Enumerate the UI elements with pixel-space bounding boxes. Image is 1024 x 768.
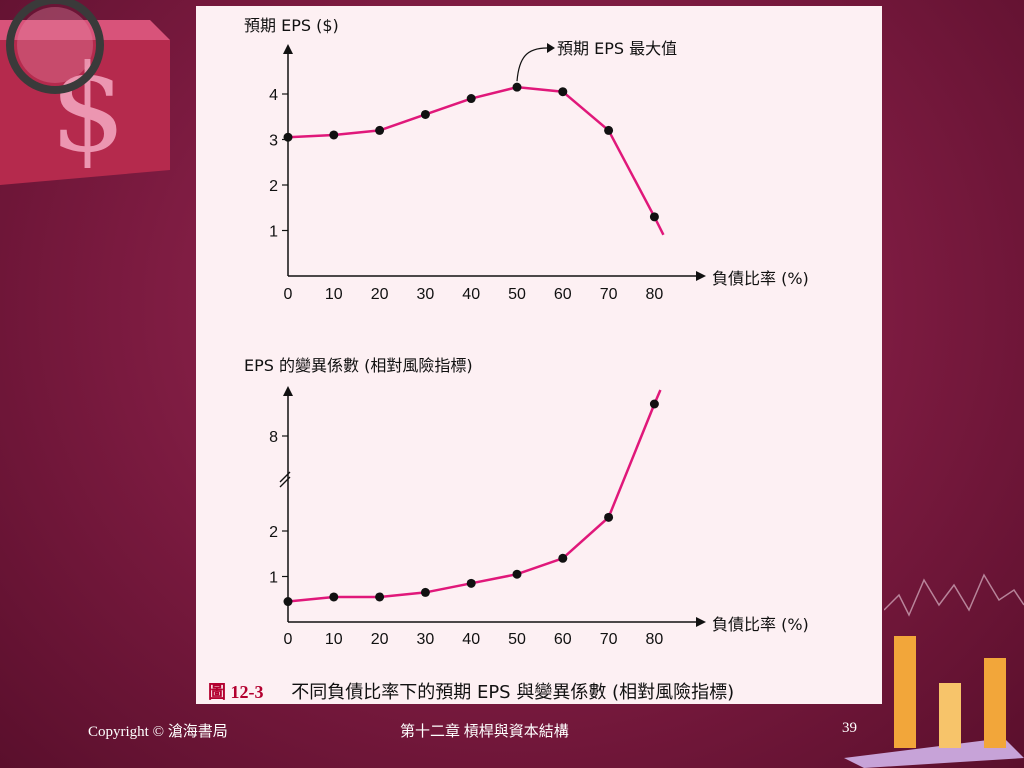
figure-caption: 圖 12-3 不同負債比率下的預期 EPS 與變異係數 (相對風險指標) xyxy=(208,678,734,704)
svg-text:$: $ xyxy=(50,40,126,179)
x-tick-label: 40 xyxy=(462,631,480,648)
footer-chapter: 第十二章 槓桿與資本結構 xyxy=(400,724,569,740)
y-tick-label: 2 xyxy=(269,178,278,195)
eps-point xyxy=(558,87,568,97)
figure-caption-text: 不同負債比率下的預期 EPS 與變異係數 (相對風險指標) xyxy=(291,682,735,703)
x-tick-label: 60 xyxy=(554,631,572,648)
y-tick-label: 3 xyxy=(269,133,278,150)
figure-panel: 預期 EPS ($) 負債比率 (%) 0 10 20 30 40 50 60 70 80 1 2 3 4 預… xyxy=(196,6,882,704)
x-tick-label: 50 xyxy=(508,631,526,648)
y-tick-label: 8 xyxy=(269,429,278,446)
max-annotation-leader xyxy=(516,47,548,82)
footer-copyright: Copyright © 滄海書局 xyxy=(88,724,228,740)
x-tick-label: 80 xyxy=(646,286,664,303)
figure-number: 圖 12-3 xyxy=(208,682,264,702)
x-axis-arrow xyxy=(696,271,706,281)
y-tick-label: 1 xyxy=(269,570,278,587)
y-tick-label: 4 xyxy=(269,87,278,104)
x-tick-label: 20 xyxy=(371,631,389,648)
cv-point xyxy=(649,399,659,409)
eps-point xyxy=(604,125,614,135)
x-tick-label: 50 xyxy=(508,286,526,303)
x-tick-label: 0 xyxy=(284,286,293,303)
eps-point xyxy=(649,212,659,222)
x-tick-label: 30 xyxy=(417,286,435,303)
max-annotation-arrow xyxy=(547,43,555,53)
x-axis-arrow xyxy=(696,617,706,627)
x-tick-label: 30 xyxy=(417,631,435,648)
eps-point xyxy=(420,109,430,119)
y-axis-arrow xyxy=(283,386,293,396)
x-tick-label: 10 xyxy=(325,631,343,648)
y-tick-label: 2 xyxy=(269,524,278,541)
wave-decoration xyxy=(884,573,1024,617)
cv-point xyxy=(329,592,339,602)
eps-point xyxy=(329,130,339,140)
cv-point xyxy=(420,587,430,597)
cv-line xyxy=(287,389,662,603)
cv-point xyxy=(466,578,476,588)
x-tick-label: 70 xyxy=(600,286,618,303)
y-tick-label: 1 xyxy=(269,224,278,241)
eps-charts: 預期 EPS ($)負債比率 (%)0 10 20 30 40 50 60 70 801234預… xyxy=(244,16,809,648)
bar-chart-decoration xyxy=(844,636,1024,768)
dollar-magnifier-decoration: $ xyxy=(0,0,170,185)
cv-point xyxy=(283,597,293,607)
x-tick-label: 40 xyxy=(462,286,480,303)
cv-point xyxy=(604,512,614,522)
x-tick-label: 70 xyxy=(600,631,618,648)
cv-point xyxy=(375,592,385,602)
eps-point xyxy=(466,94,476,104)
cv-point xyxy=(558,553,568,563)
eps-line xyxy=(287,85,665,236)
axis-break-mark xyxy=(279,476,291,488)
max-annotation-label: 預期 EPS 最大值 xyxy=(557,39,677,58)
x-tick-label: 0 xyxy=(284,631,293,648)
footer-page-number: 39 xyxy=(842,720,857,736)
y-axis-label: EPS 的變異係數 (相對風險指標) xyxy=(244,356,473,375)
y-axis-label: 預期 EPS ($) xyxy=(244,16,339,35)
x-tick-label: 20 xyxy=(371,286,389,303)
x-axis-label: 負債比率 (%) xyxy=(712,269,809,288)
eps-point xyxy=(375,125,385,135)
y-axis-arrow xyxy=(283,44,293,54)
cv-point xyxy=(512,569,522,579)
x-axis-label: 負債比率 (%) xyxy=(712,615,809,634)
axis-break-mark xyxy=(279,471,291,483)
x-tick-label: 10 xyxy=(325,286,343,303)
x-tick-label: 60 xyxy=(554,286,572,303)
x-tick-label: 80 xyxy=(646,631,664,648)
eps-point xyxy=(283,132,293,142)
eps-point xyxy=(512,82,522,92)
